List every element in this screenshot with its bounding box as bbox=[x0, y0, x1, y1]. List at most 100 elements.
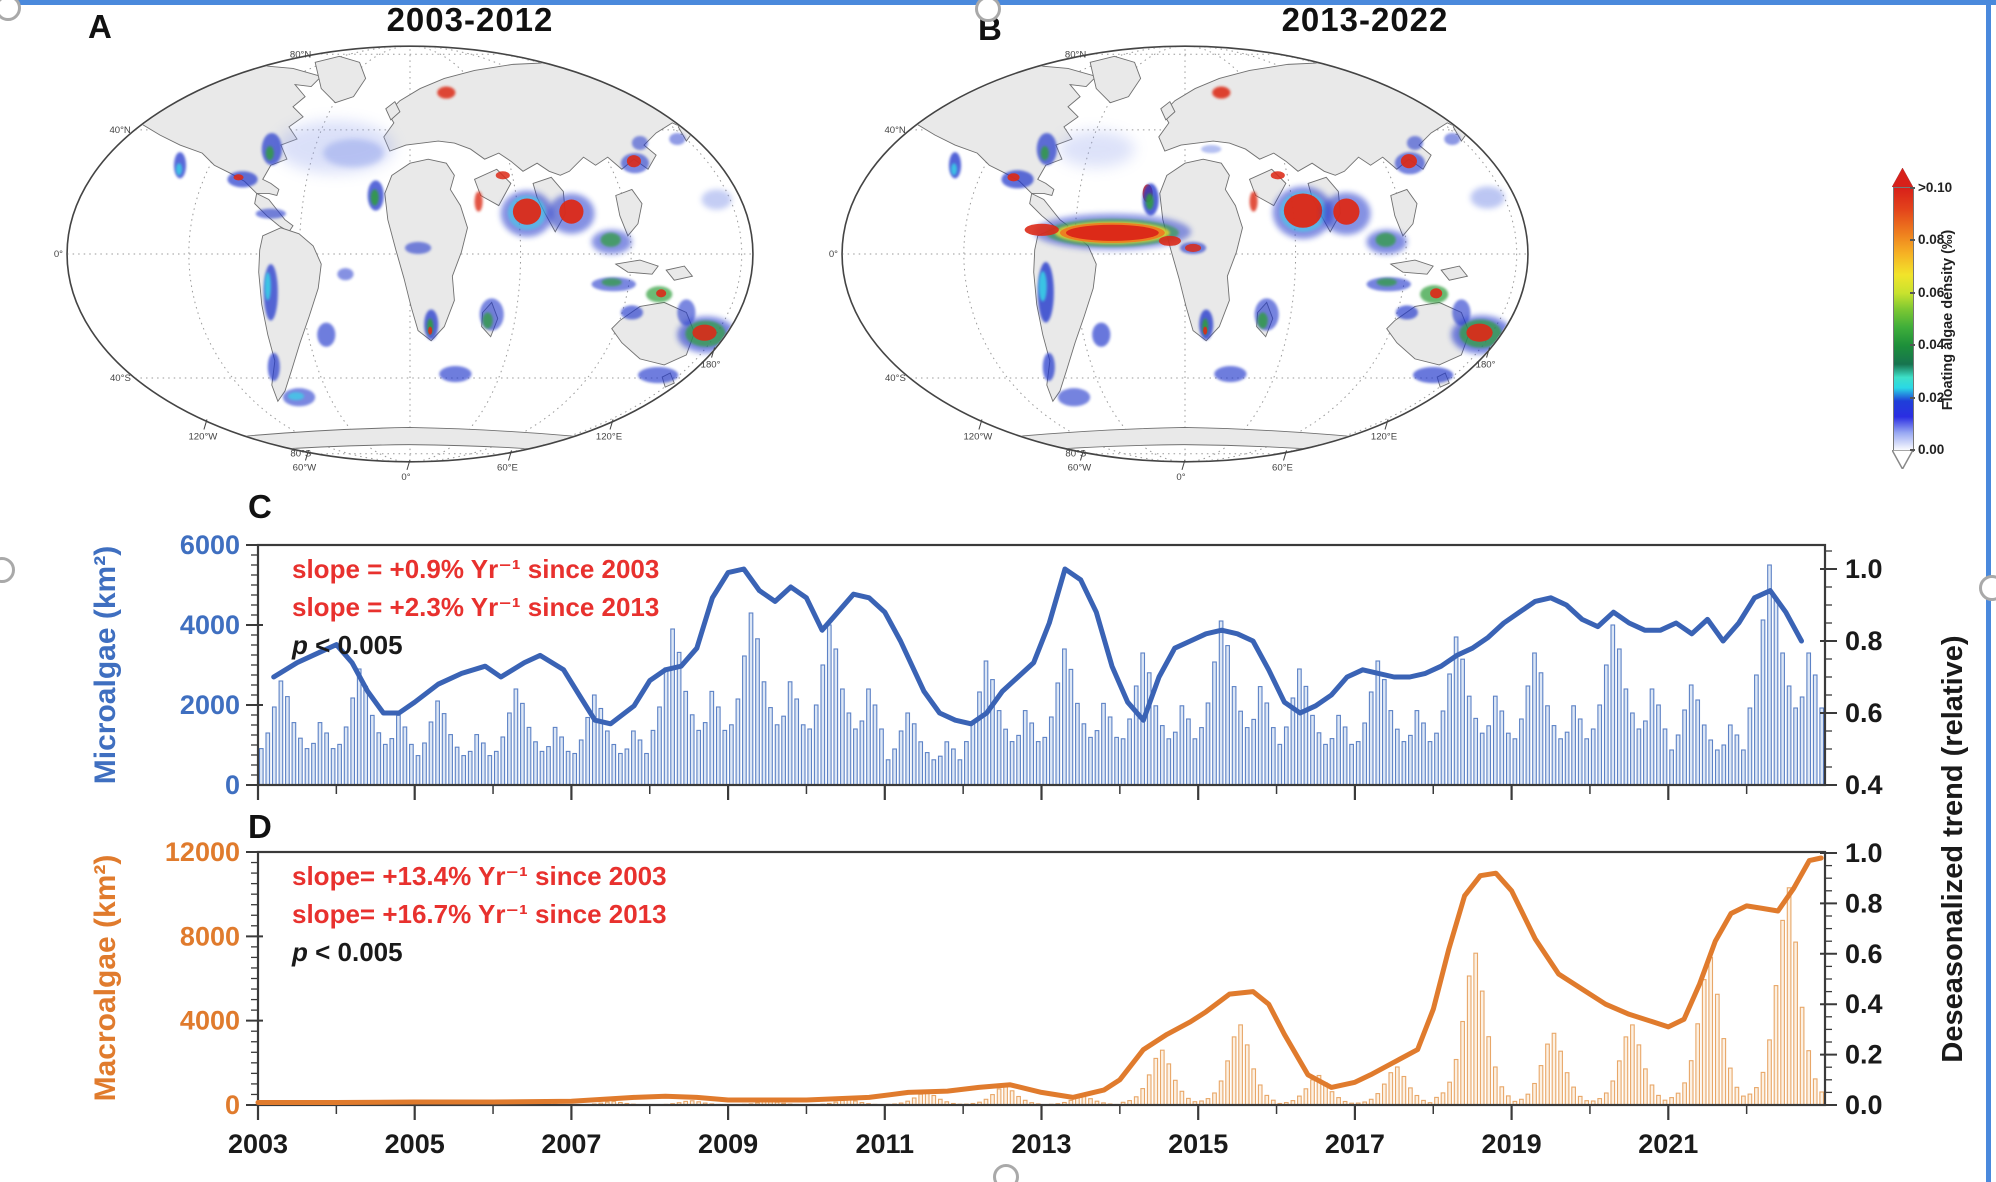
year-label: 2005 bbox=[385, 1129, 445, 1159]
selection-handle-bottom-center[interactable] bbox=[993, 1164, 1019, 1182]
bar bbox=[1734, 1086, 1740, 1106]
year-label: 2009 bbox=[698, 1129, 758, 1159]
algae-hotspot-north-australia-red bbox=[1430, 288, 1443, 299]
bar bbox=[1447, 1081, 1452, 1106]
selection-handle-right-middle[interactable] bbox=[1979, 575, 1996, 601]
algae-hotspot-south-china-core bbox=[600, 232, 621, 247]
bar bbox=[1310, 714, 1315, 786]
algae-hotspot-java-core bbox=[601, 278, 622, 287]
algae-hotspot-south-australia bbox=[1412, 366, 1454, 384]
bar bbox=[996, 1088, 1002, 1106]
bar bbox=[1819, 1091, 1825, 1106]
bar bbox=[1303, 1088, 1309, 1106]
colorbar-tick-label: 0.00 bbox=[1918, 442, 1945, 458]
lat-label: 40°S bbox=[110, 373, 131, 384]
bar bbox=[1447, 673, 1452, 786]
bar bbox=[1532, 652, 1537, 786]
colorbar-top-arrow-icon bbox=[1892, 168, 1913, 187]
lat-label: 40°N bbox=[109, 125, 130, 136]
bar bbox=[1649, 1084, 1655, 1106]
algae-hotspot-persian-gulf bbox=[1270, 171, 1285, 180]
algae-hotspot-argentina-shelf-core bbox=[287, 392, 305, 401]
left-tick-label: 12000 bbox=[165, 837, 240, 867]
bar bbox=[1381, 679, 1387, 786]
bar bbox=[1688, 1060, 1694, 1106]
bar bbox=[1133, 1096, 1139, 1106]
bar bbox=[755, 638, 760, 786]
bar bbox=[1616, 648, 1622, 786]
bar bbox=[1603, 664, 1609, 786]
right-tick-label: 0.4 bbox=[1845, 989, 1883, 1019]
bar bbox=[1708, 956, 1714, 1106]
right-tick-label: 1.0 bbox=[1845, 554, 1883, 584]
bar bbox=[1153, 705, 1159, 786]
bar bbox=[1146, 1074, 1152, 1106]
bar bbox=[924, 752, 930, 786]
algae-hotspot-bay-of-bengal-core bbox=[559, 199, 584, 224]
bar bbox=[1264, 1094, 1270, 1106]
bar bbox=[1238, 710, 1243, 786]
bar bbox=[1401, 741, 1407, 786]
left-tick-label: 6000 bbox=[180, 530, 240, 560]
bar bbox=[1081, 723, 1087, 786]
bar bbox=[918, 741, 924, 786]
lon-label: 0° bbox=[401, 472, 410, 483]
bar bbox=[709, 690, 715, 786]
bar bbox=[683, 690, 689, 786]
bar bbox=[1323, 743, 1328, 786]
bar bbox=[1408, 734, 1413, 786]
year-label: 2011 bbox=[856, 1129, 915, 1159]
bar bbox=[748, 612, 754, 786]
bar bbox=[1101, 702, 1106, 786]
selection-handle-left-middle[interactable] bbox=[0, 557, 15, 583]
bar bbox=[1701, 979, 1707, 1106]
panel-letter-c: C bbox=[248, 488, 272, 525]
bar bbox=[977, 691, 982, 786]
bar bbox=[1603, 1092, 1609, 1106]
bar bbox=[1734, 734, 1740, 786]
bar bbox=[689, 714, 695, 786]
bar bbox=[787, 681, 793, 786]
bar bbox=[644, 752, 649, 786]
bar bbox=[1741, 1095, 1746, 1106]
bar bbox=[650, 729, 656, 786]
colorbar-tick-label: 0.02 bbox=[1918, 389, 1945, 405]
bar bbox=[735, 698, 741, 786]
bar bbox=[1636, 1044, 1642, 1106]
bar bbox=[1727, 724, 1733, 786]
bar bbox=[1375, 660, 1381, 786]
bar bbox=[1473, 952, 1479, 1106]
bar bbox=[1806, 652, 1812, 786]
right-tick-label: 1.0 bbox=[1845, 838, 1883, 868]
bar bbox=[1799, 696, 1805, 786]
right-tick-label: 0.6 bbox=[1845, 939, 1883, 969]
algae-hotspot-persian-gulf bbox=[495, 171, 510, 180]
bar bbox=[1610, 624, 1616, 786]
bar bbox=[1590, 728, 1596, 786]
bar bbox=[1238, 1024, 1243, 1106]
bar bbox=[1329, 738, 1335, 786]
algae-hotspot-north-australia-red bbox=[656, 289, 667, 298]
bar bbox=[1277, 743, 1283, 786]
landmass bbox=[314, 55, 367, 104]
bar bbox=[396, 714, 401, 786]
bar bbox=[1747, 707, 1753, 786]
lon-label: 120°E bbox=[596, 432, 622, 443]
bar bbox=[1780, 652, 1785, 786]
selection-handle-top-center[interactable] bbox=[975, 0, 1001, 22]
bar bbox=[1218, 620, 1224, 786]
bar bbox=[1623, 1036, 1629, 1106]
bar bbox=[1597, 704, 1603, 786]
bar bbox=[1316, 732, 1322, 786]
bar bbox=[1003, 728, 1008, 786]
selection-handle-top-left[interactable] bbox=[0, 0, 21, 21]
bar bbox=[1055, 682, 1061, 786]
bar bbox=[1799, 1006, 1805, 1106]
bar bbox=[1172, 1079, 1178, 1106]
algae-hotspot-benguela-red bbox=[1203, 326, 1208, 335]
bar bbox=[1714, 749, 1720, 786]
bar bbox=[1512, 738, 1518, 786]
bar bbox=[435, 700, 440, 786]
bar bbox=[859, 720, 865, 786]
bar bbox=[487, 755, 493, 786]
